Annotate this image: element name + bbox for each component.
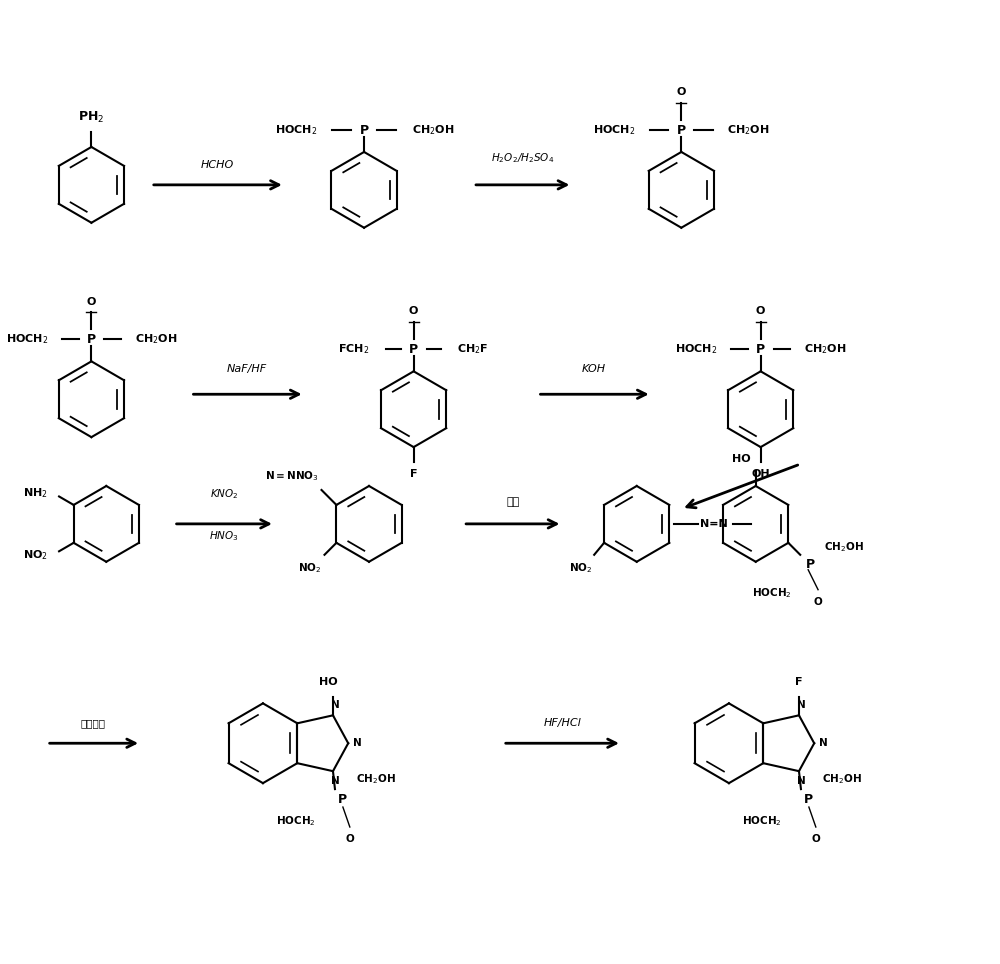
Text: KOH: KOH bbox=[582, 364, 606, 374]
Text: CH$_2$OH: CH$_2$OH bbox=[822, 772, 862, 786]
Text: P: P bbox=[360, 123, 369, 137]
Text: HOCH$_2$: HOCH$_2$ bbox=[752, 586, 791, 600]
Text: P: P bbox=[87, 333, 96, 346]
Text: PH$_2$: PH$_2$ bbox=[78, 110, 105, 125]
Text: 还原闭环: 还原闭环 bbox=[81, 718, 106, 728]
Text: HOCH$_2$: HOCH$_2$ bbox=[742, 815, 782, 828]
Text: HOCH$_2$: HOCH$_2$ bbox=[593, 123, 635, 137]
Text: CH$_2$OH: CH$_2$OH bbox=[804, 342, 846, 357]
Text: HNO$_3$: HNO$_3$ bbox=[209, 529, 239, 543]
Text: FCH$_2$: FCH$_2$ bbox=[338, 342, 370, 357]
Text: N$\equiv$NNO$_3$: N$\equiv$NNO$_3$ bbox=[265, 469, 319, 483]
Text: NO$_2$: NO$_2$ bbox=[23, 548, 48, 562]
Text: HF/HCl: HF/HCl bbox=[543, 718, 581, 728]
Text: N=N: N=N bbox=[700, 519, 728, 529]
Text: HOCH$_2$: HOCH$_2$ bbox=[675, 342, 717, 357]
Text: P: P bbox=[338, 792, 347, 806]
Text: HOCH$_2$: HOCH$_2$ bbox=[6, 333, 48, 346]
Text: H$_2$O$_2$/H$_2$SO$_4$: H$_2$O$_2$/H$_2$SO$_4$ bbox=[491, 151, 554, 165]
Text: NH$_2$: NH$_2$ bbox=[23, 486, 48, 500]
Text: F: F bbox=[410, 469, 417, 479]
Text: N: N bbox=[797, 700, 805, 710]
Text: CH$_2$OH: CH$_2$OH bbox=[824, 540, 864, 553]
Text: O: O bbox=[811, 834, 820, 844]
Text: CH$_2$OH: CH$_2$OH bbox=[727, 123, 770, 137]
Text: CH$_2$OH: CH$_2$OH bbox=[412, 123, 455, 137]
Text: O: O bbox=[87, 297, 96, 307]
Text: HO: HO bbox=[319, 678, 337, 687]
Text: HO: HO bbox=[732, 454, 751, 464]
Text: O: O bbox=[814, 597, 822, 606]
Text: O: O bbox=[677, 87, 686, 97]
Text: N: N bbox=[331, 776, 339, 787]
Text: O: O bbox=[756, 307, 765, 316]
Text: O: O bbox=[345, 834, 354, 844]
Text: P: P bbox=[804, 792, 813, 806]
Text: HCHO: HCHO bbox=[201, 160, 234, 170]
Text: OH: OH bbox=[751, 469, 770, 479]
Text: P: P bbox=[756, 343, 765, 356]
Text: NaF/HF: NaF/HF bbox=[227, 364, 267, 374]
Text: O: O bbox=[409, 307, 418, 316]
Text: CH$_2$OH: CH$_2$OH bbox=[356, 772, 396, 786]
Text: N: N bbox=[797, 776, 805, 787]
Text: F: F bbox=[795, 678, 803, 687]
Text: NO$_2$: NO$_2$ bbox=[298, 561, 322, 575]
Text: P: P bbox=[677, 123, 686, 137]
Text: N: N bbox=[353, 738, 362, 748]
Text: P: P bbox=[409, 343, 418, 356]
Text: N: N bbox=[819, 738, 828, 748]
Text: CH$_2$OH: CH$_2$OH bbox=[135, 333, 177, 346]
Text: HOCH$_2$: HOCH$_2$ bbox=[276, 815, 316, 828]
Text: P: P bbox=[806, 558, 815, 572]
Text: NO$_2$: NO$_2$ bbox=[569, 561, 592, 575]
Text: N: N bbox=[331, 700, 339, 710]
Text: 偶合: 偶合 bbox=[506, 496, 519, 507]
Text: CH$_2$F: CH$_2$F bbox=[457, 342, 489, 357]
Text: KNO$_2$: KNO$_2$ bbox=[210, 487, 239, 501]
Text: HOCH$_2$: HOCH$_2$ bbox=[275, 123, 318, 137]
